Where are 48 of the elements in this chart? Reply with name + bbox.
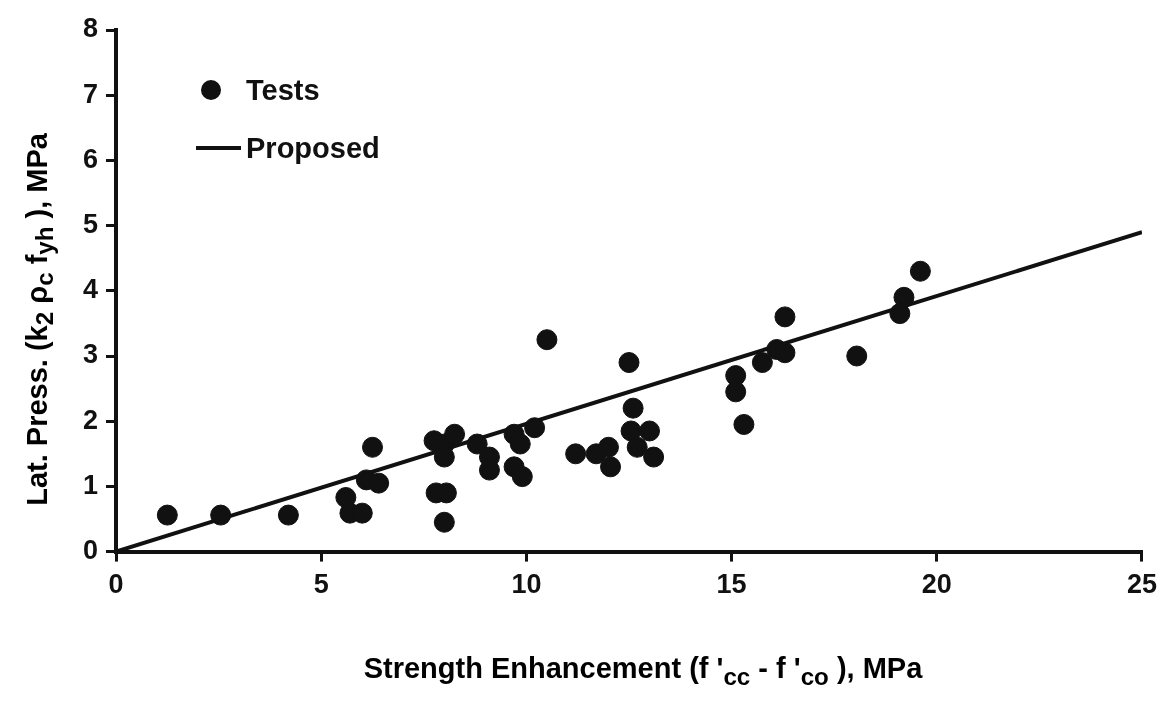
x-tick-label: 20 <box>921 569 952 600</box>
point <box>733 413 755 435</box>
y-tick-label: 4 <box>82 274 99 305</box>
legend-label: Tests <box>246 74 320 106</box>
point <box>600 456 622 478</box>
point <box>774 342 796 364</box>
point <box>524 417 546 439</box>
point <box>565 443 587 465</box>
point <box>335 486 357 508</box>
point <box>444 423 466 445</box>
x-axis-title: Strength Enhancement (f '$_{cc}$ - f '$_{co}$ ), MPa <box>362 652 924 691</box>
point <box>433 511 455 533</box>
point <box>889 303 911 325</box>
point <box>846 345 868 367</box>
point <box>210 504 232 526</box>
y-tick-label: 8 <box>82 13 99 44</box>
point <box>277 504 299 526</box>
point <box>626 436 648 458</box>
point <box>509 433 531 455</box>
y-tick-label: 7 <box>82 78 99 109</box>
point <box>362 436 384 458</box>
point <box>536 329 558 351</box>
point <box>893 286 915 308</box>
y-tick-label: 1 <box>82 469 99 500</box>
legend-label: Proposed <box>246 132 380 164</box>
point <box>909 260 931 282</box>
point <box>639 420 661 442</box>
point <box>466 433 488 455</box>
y-tick-label: 2 <box>82 404 99 435</box>
y-tick-label: 0 <box>82 535 99 566</box>
y-tick-label: 5 <box>82 209 99 240</box>
point <box>368 472 390 494</box>
point <box>774 306 796 328</box>
point <box>751 352 773 374</box>
point <box>511 466 533 488</box>
point <box>597 436 619 458</box>
x-tick-label: 10 <box>511 569 542 600</box>
x-tick-label: 5 <box>313 569 329 600</box>
point <box>156 504 178 526</box>
x-tick-label: 25 <box>1126 569 1158 600</box>
x-tick-label: 0 <box>108 569 124 600</box>
y-tick-label: 3 <box>82 339 99 370</box>
point <box>618 352 640 374</box>
point <box>725 381 747 403</box>
point <box>643 446 665 468</box>
x-tick-label: 15 <box>716 569 747 600</box>
point <box>622 397 644 419</box>
y-tick-label: 6 <box>82 143 99 174</box>
